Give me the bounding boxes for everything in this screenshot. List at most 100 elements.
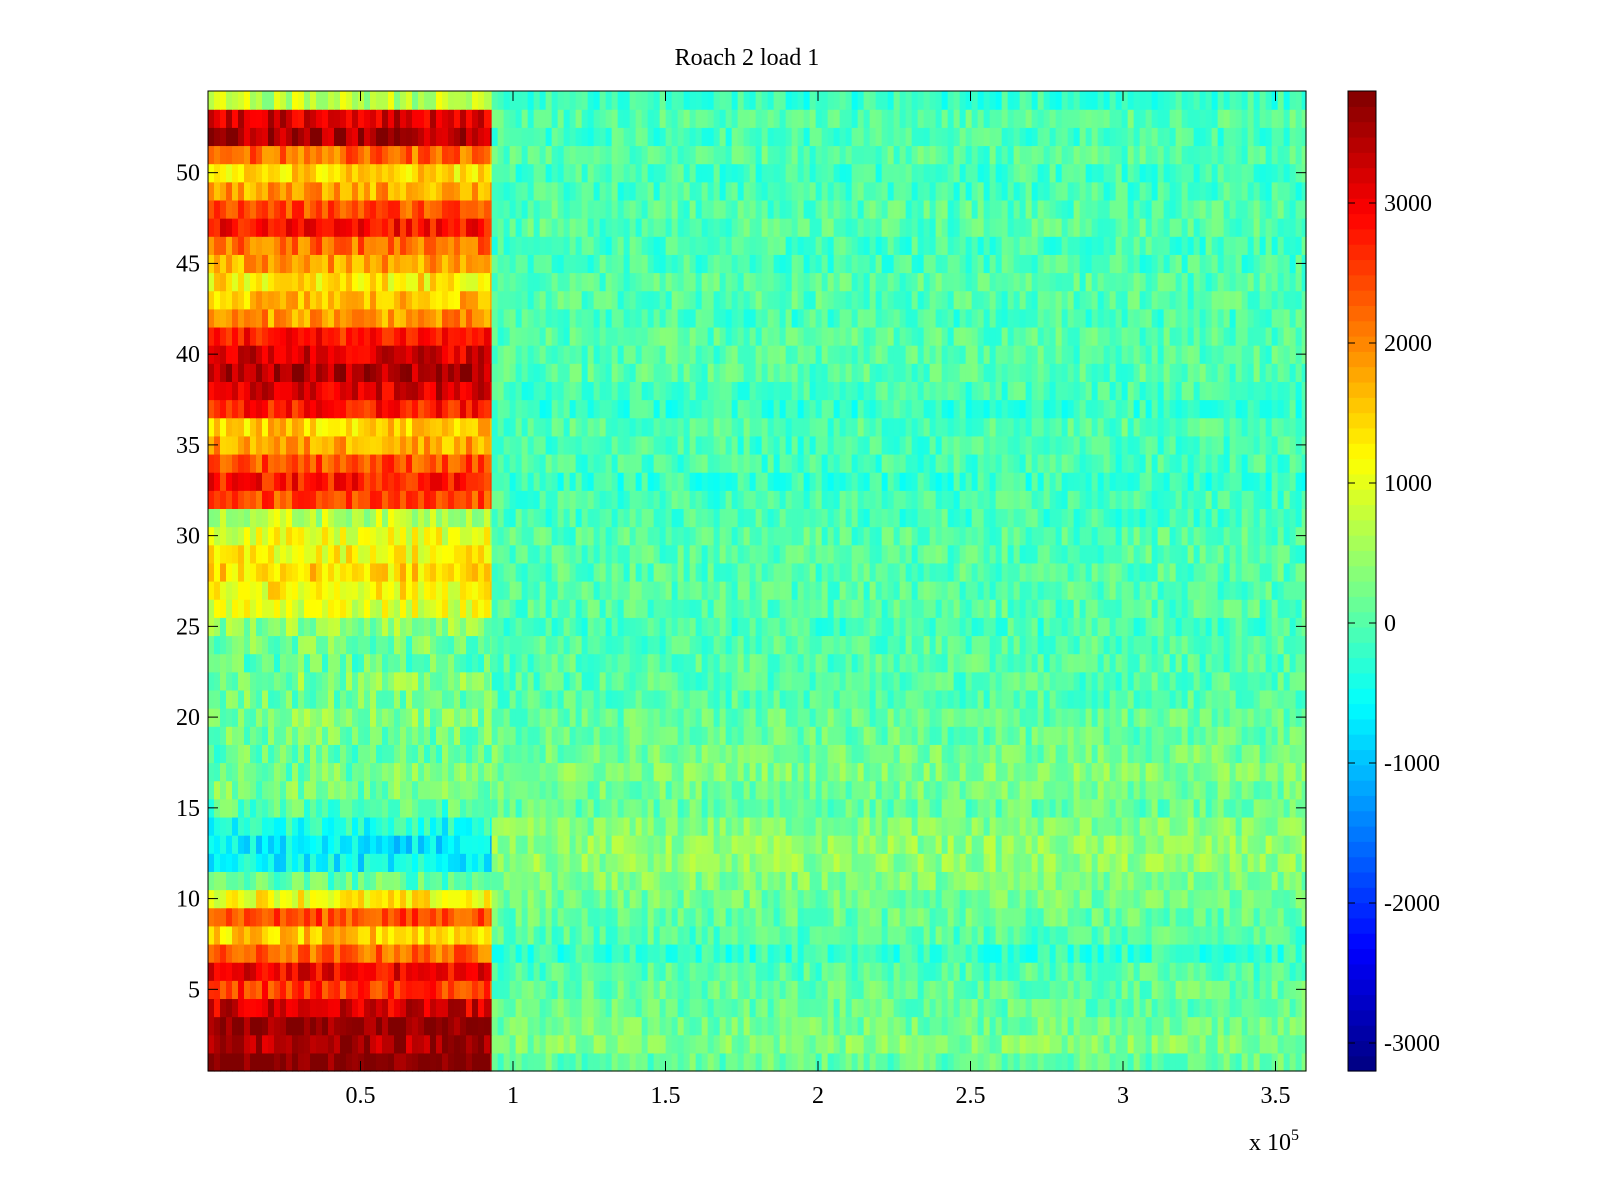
heatmap-cell-row-11-early xyxy=(286,871,293,891)
heatmap-cell-row-1-late xyxy=(1043,1052,1051,1072)
heatmap-cell-row-10-late xyxy=(905,889,913,909)
heatmap-cell-row-18-late xyxy=(965,744,973,764)
heatmap-cell-row-6-late xyxy=(1265,962,1273,981)
heatmap-cell-row-19-early xyxy=(454,726,461,745)
heatmap-cell-row-2-early xyxy=(214,1034,221,1054)
heatmap-cell-row-15-late xyxy=(1283,798,1291,818)
heatmap-cell-row-22-late xyxy=(743,671,751,691)
heatmap-cell-row-8-early xyxy=(394,925,401,945)
heatmap-cell-row-12-late xyxy=(1253,853,1261,872)
heatmap-cell-row-27-early xyxy=(490,581,493,600)
heatmap-cell-row-12-early xyxy=(346,853,353,872)
heatmap-cell-row-25-late xyxy=(1085,617,1093,637)
heatmap-cell-row-18-late xyxy=(917,744,925,764)
heatmap-cell-row-20-late xyxy=(803,708,811,727)
heatmap-cell-row-1-early xyxy=(208,1052,215,1072)
heatmap-cell-row-12-late xyxy=(1301,853,1307,872)
heatmap-cell-row-2-late xyxy=(1007,1034,1015,1054)
heatmap-cell-row-8-late xyxy=(995,925,1003,945)
heatmap-cell-row-10-late xyxy=(1241,889,1249,909)
heatmap-cell-row-6-late xyxy=(1301,962,1307,981)
heatmap-cell-row-10-late xyxy=(557,889,565,909)
heatmap-cell-row-14-late xyxy=(911,816,919,836)
heatmap-cell-row-7-late xyxy=(701,943,709,963)
heatmap-cell-row-23-late xyxy=(1199,653,1207,673)
heatmap-cell-row-7-late xyxy=(1019,943,1027,963)
heatmap-cell-row-11-late xyxy=(971,871,979,891)
heatmap-cell-row-3-early xyxy=(304,1016,311,1036)
heatmap-cell-row-27-late xyxy=(647,581,655,600)
heatmap-cell-row-8-late xyxy=(827,925,835,945)
heatmap-cell-row-27-late xyxy=(929,581,937,600)
heatmap-cell-row-18-late xyxy=(923,744,931,764)
heatmap-cell-row-22-late xyxy=(809,671,817,691)
heatmap-cell-row-23-late xyxy=(1103,653,1111,673)
heatmap-cell-row-3-late xyxy=(1217,1016,1225,1036)
heatmap-cell-row-25-late xyxy=(1277,617,1285,637)
heatmap-cell-row-16-early xyxy=(286,780,293,800)
heatmap-cell-row-9-early xyxy=(436,907,443,927)
heatmap-cell-row-18-early xyxy=(274,744,281,764)
heatmap-cell-row-4-late xyxy=(1001,998,1009,1018)
heatmap-cell-row-7-late xyxy=(1253,943,1261,963)
heatmap-cell-row-18-late xyxy=(551,744,559,764)
heatmap-cell-row-2-late xyxy=(647,1034,655,1054)
heatmap-cell-row-18-late xyxy=(629,744,637,764)
heatmap-cell-row-2-early xyxy=(346,1034,353,1054)
heatmap-cell-row-7-late xyxy=(1223,943,1231,963)
heatmap-cell-row-2-late xyxy=(491,1034,499,1054)
heatmap-cell-row-22-late xyxy=(1025,671,1033,691)
heatmap-cell-row-24-late xyxy=(725,635,733,655)
heatmap-cell-row-10-late xyxy=(1037,889,1045,909)
heatmap-cell-row-13-late xyxy=(1067,835,1075,854)
heatmap-cell-row-20-early xyxy=(280,708,287,727)
heatmap-cell-row-14-early xyxy=(334,816,341,836)
heatmap-cell-row-11-late xyxy=(1265,871,1273,891)
heatmap-cell-row-9-early xyxy=(256,907,263,927)
heatmap-cell-row-13-late xyxy=(791,835,799,854)
heatmap-cell-row-11-late xyxy=(713,871,721,891)
heatmap-cell-row-25-late xyxy=(851,617,859,637)
heatmap-cell-row-10-late xyxy=(1283,889,1291,909)
heatmap-cell-row-8-late xyxy=(581,925,589,945)
heatmap-cell-row-24-late xyxy=(1097,635,1105,655)
heatmap-cell-row-19-late xyxy=(827,726,835,745)
heatmap-cell-row-8-late xyxy=(623,925,631,945)
heatmap-cell-row-4-late xyxy=(1259,998,1267,1018)
heatmap-cell-row-2-late xyxy=(971,1034,979,1054)
heatmap-cell-row-20-late xyxy=(839,708,847,727)
heatmap-cell-row-14-late xyxy=(671,816,679,836)
heatmap-cell-row-1-late xyxy=(1295,1052,1303,1072)
heatmap-cell-row-13-early xyxy=(244,835,251,854)
heatmap-cell-row-5-late xyxy=(893,980,901,1000)
heatmap-cell-row-19-late xyxy=(611,726,619,745)
heatmap-cell-row-1-late xyxy=(683,1052,691,1072)
heatmap-cell-row-6-early xyxy=(484,962,491,981)
heatmap-cell-row-20-late xyxy=(1043,708,1051,727)
heatmap-cell-row-8-late xyxy=(779,925,787,945)
heatmap-cell-row-23-early xyxy=(274,653,281,673)
heatmap-cell-row-15-early xyxy=(412,798,419,818)
heatmap-cell-row-23-early xyxy=(418,653,425,673)
heatmap-cell-row-24-late xyxy=(677,635,685,655)
heatmap-cell-row-10-early xyxy=(406,889,413,909)
heatmap-cell-row-25-early xyxy=(352,617,359,637)
heatmap-cell-row-15-late xyxy=(647,798,655,818)
heatmap-cell-row-13-late xyxy=(1211,835,1219,854)
heatmap-cell-row-8-late xyxy=(851,925,859,945)
heatmap-cell-row-5-late xyxy=(749,980,757,1000)
heatmap-cell-row-11-late xyxy=(965,871,973,891)
heatmap-cell-row-11-late xyxy=(1097,871,1105,891)
heatmap-cell-row-1-late xyxy=(923,1052,931,1072)
heatmap-cell-row-13-late xyxy=(905,835,913,854)
heatmap-cell-row-16-late xyxy=(977,780,985,800)
heatmap-cell-row-22-late xyxy=(557,671,565,691)
heatmap-cell-row-9-early xyxy=(364,907,371,927)
heatmap-cell-row-25-late xyxy=(899,617,907,637)
heatmap-cell-row-5-late xyxy=(1043,980,1051,1000)
heatmap-cell-row-20-early xyxy=(340,708,347,727)
heatmap-cell-row-19-late xyxy=(905,726,913,745)
heatmap-cell-row-26-late xyxy=(545,599,553,618)
heatmap-cell-row-26-early xyxy=(328,599,335,618)
heatmap-cell-row-16-late xyxy=(1163,780,1171,800)
